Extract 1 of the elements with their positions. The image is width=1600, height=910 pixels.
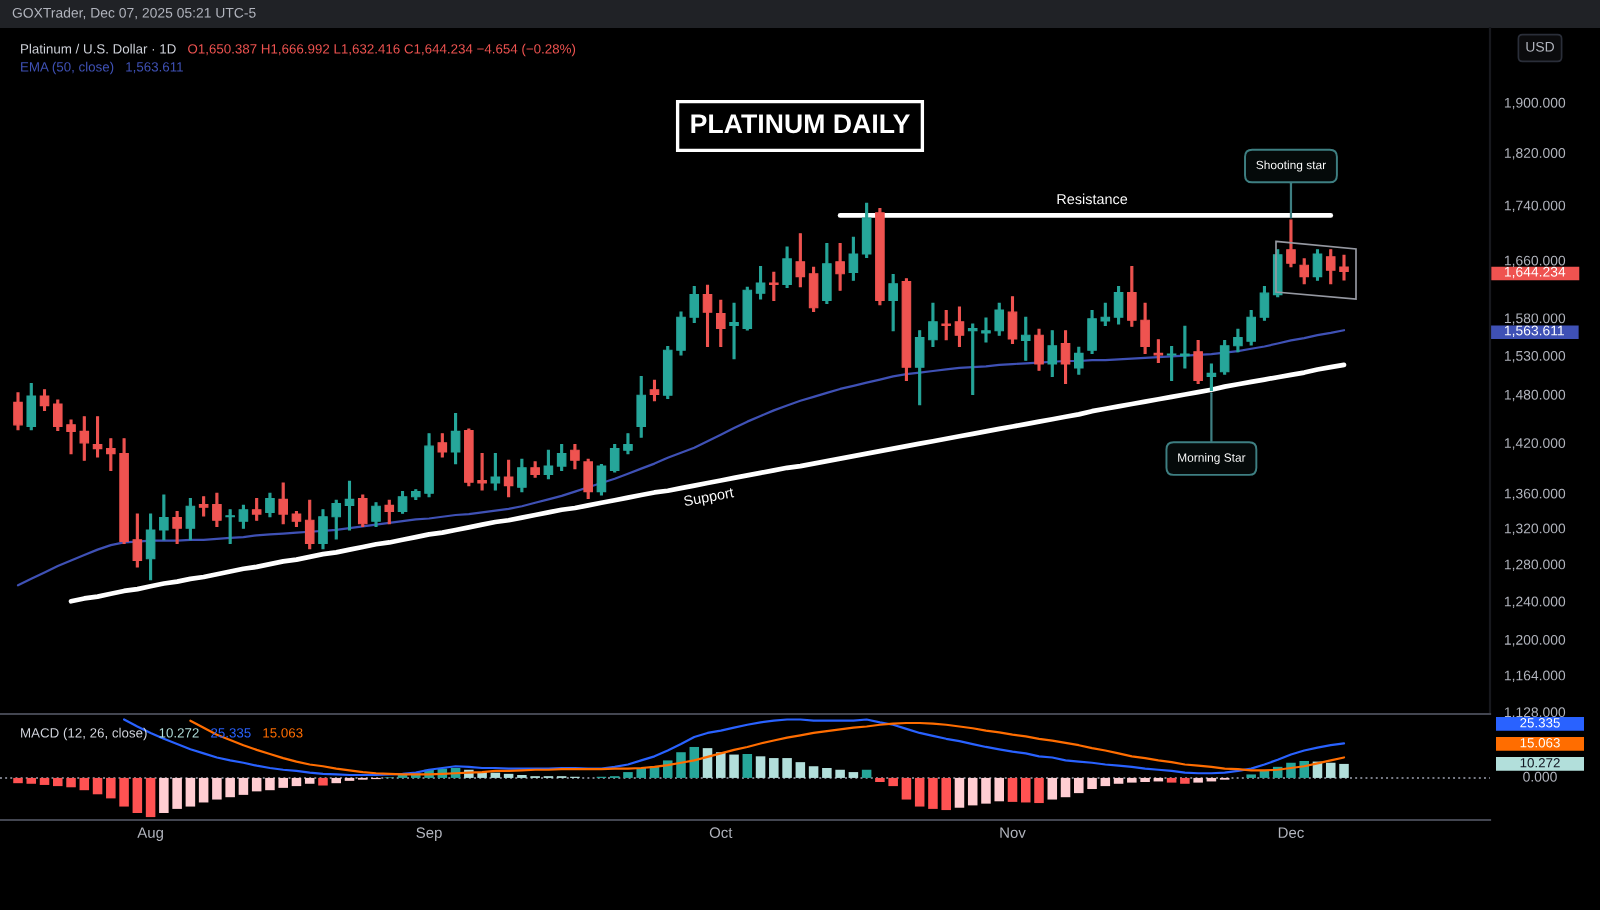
text: PLATINUM DAILY <box>691 114 910 134</box>
